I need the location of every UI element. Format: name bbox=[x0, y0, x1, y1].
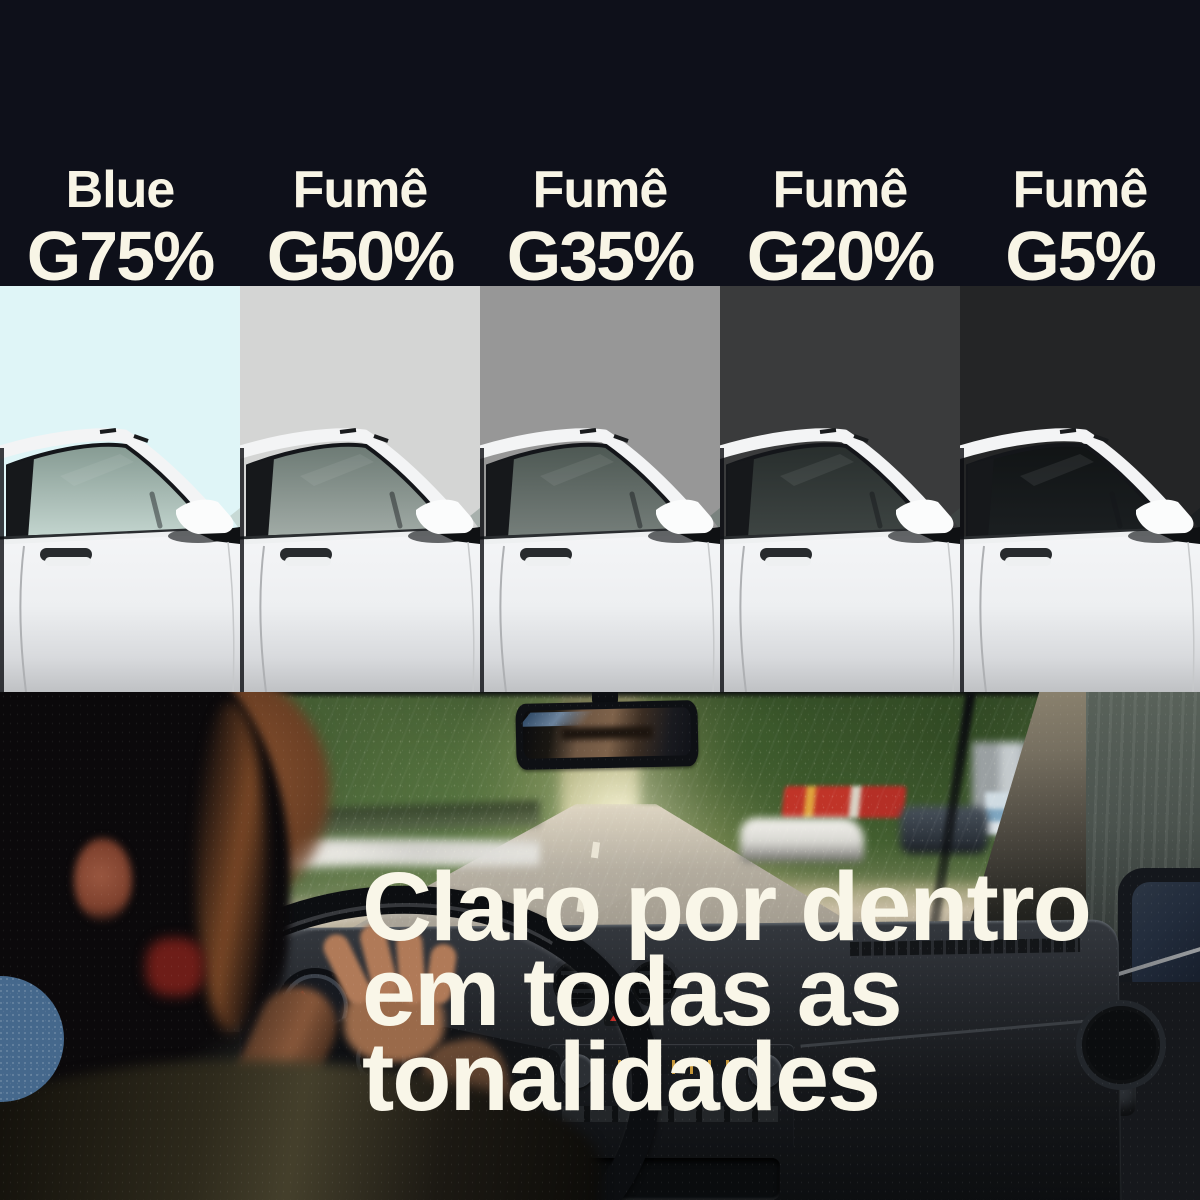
roof-line bbox=[720, 428, 953, 539]
radio-buttons bbox=[600, 1060, 740, 1074]
headline-line-3: tonalidades bbox=[362, 1022, 881, 1131]
roof-line bbox=[240, 428, 473, 539]
door-gap bbox=[259, 545, 267, 692]
side-mirror bbox=[176, 499, 234, 534]
headline: Claro por dentro em todas as tonalidades bbox=[362, 852, 1092, 1131]
mirror-base bbox=[678, 527, 720, 544]
mirror-base bbox=[198, 527, 240, 544]
mirror-base bbox=[1158, 527, 1200, 544]
side-mirror bbox=[1136, 499, 1194, 534]
door-body bbox=[480, 534, 720, 692]
driver-hair-rimlight bbox=[196, 702, 266, 1032]
roof-line bbox=[960, 428, 1193, 539]
side-mirror bbox=[896, 499, 954, 534]
radio-knob-left bbox=[560, 1054, 594, 1088]
door-body bbox=[0, 534, 240, 692]
tint-label-G35: Fumê G35% bbox=[480, 0, 720, 291]
car-door-illustration bbox=[480, 286, 720, 692]
tint-panel-row bbox=[0, 286, 1200, 692]
tint-name: Blue bbox=[65, 161, 176, 219]
mirror-blue-streak bbox=[522, 711, 595, 727]
car-door-illustration bbox=[960, 286, 1200, 692]
driver-ear bbox=[74, 838, 132, 922]
tint-panel-G75 bbox=[0, 286, 240, 692]
tint-panel-G50 bbox=[240, 286, 480, 692]
car-interior-photo: Claro por dentro em todas as tonalidades bbox=[0, 692, 1200, 1200]
air-vent-left bbox=[548, 956, 604, 1012]
side-mirror-glass bbox=[1132, 882, 1200, 1000]
tint-panel-G20 bbox=[720, 286, 960, 692]
door-gap bbox=[739, 545, 747, 692]
tint-grade: G50% bbox=[266, 217, 456, 295]
side-mirror bbox=[416, 499, 474, 534]
car-door-illustration bbox=[0, 286, 240, 692]
b-pillar bbox=[728, 458, 754, 540]
rearview-mirror-reflection bbox=[522, 707, 692, 759]
tint-grade: G20% bbox=[746, 217, 936, 295]
tint-grade: G35% bbox=[506, 217, 696, 295]
tint-panel-G35 bbox=[480, 286, 720, 692]
radio-knob-right bbox=[748, 1054, 782, 1088]
radio-button-row bbox=[562, 1106, 778, 1122]
roof-line bbox=[0, 428, 233, 539]
radio-unit bbox=[548, 1044, 794, 1150]
air-vent-right bbox=[626, 956, 682, 1012]
door-gap bbox=[499, 545, 507, 692]
b-pillar bbox=[488, 458, 514, 540]
door-body bbox=[960, 534, 1200, 692]
tint-label-row: Blue G75% Fumê G50% Fumê G35% Fumê G20% Fumê G5% bbox=[0, 0, 1200, 291]
red-collar bbox=[146, 938, 204, 996]
door-gap bbox=[19, 545, 27, 692]
tint-name: Fumê bbox=[1012, 161, 1149, 219]
tint-panel-G5 bbox=[960, 286, 1200, 692]
car-door-illustration bbox=[240, 286, 480, 692]
rearview-mirror bbox=[515, 700, 699, 770]
b-pillar bbox=[248, 458, 274, 540]
headline-line-2: em todas as bbox=[362, 937, 903, 1046]
dash-vent-far-right bbox=[1076, 1000, 1166, 1090]
white-car-right bbox=[740, 818, 864, 862]
tint-name: Fumê bbox=[292, 161, 429, 219]
tint-label-G75: Blue G75% bbox=[0, 0, 240, 291]
hazard-button bbox=[604, 1006, 630, 1026]
mirror-base bbox=[438, 527, 480, 544]
door-body bbox=[720, 534, 960, 692]
driver-eyes-reflection bbox=[560, 726, 654, 740]
roof-line bbox=[480, 428, 713, 539]
car-door-illustration bbox=[720, 286, 960, 692]
b-pillar bbox=[968, 458, 994, 540]
b-pillar bbox=[8, 458, 34, 540]
tint-label-G20: Fumê G20% bbox=[720, 0, 960, 291]
tint-label-G5: Fumê G5% bbox=[960, 0, 1200, 291]
tint-label-G50: Fumê G50% bbox=[240, 0, 480, 291]
mirror-base bbox=[918, 527, 960, 544]
door-body bbox=[240, 534, 480, 692]
tint-grade: G75% bbox=[26, 217, 216, 295]
tint-name: Fumê bbox=[772, 161, 909, 219]
door-gap bbox=[979, 545, 987, 692]
tint-name: Fumê bbox=[532, 161, 669, 219]
headline-line-1: Claro por dentro bbox=[362, 852, 1092, 961]
side-mirror bbox=[656, 499, 714, 534]
tint-grade: G5% bbox=[1005, 217, 1157, 295]
